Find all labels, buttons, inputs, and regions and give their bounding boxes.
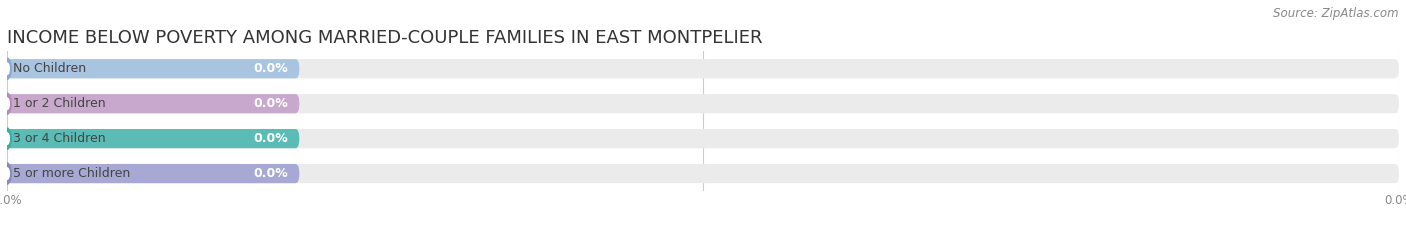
Text: 1 or 2 Children: 1 or 2 Children <box>13 97 105 110</box>
Circle shape <box>3 58 11 79</box>
Text: 0.0%: 0.0% <box>253 62 288 75</box>
Circle shape <box>4 168 10 179</box>
Text: 5 or more Children: 5 or more Children <box>13 167 129 180</box>
Text: 3 or 4 Children: 3 or 4 Children <box>13 132 105 145</box>
Text: No Children: No Children <box>13 62 86 75</box>
FancyBboxPatch shape <box>7 129 299 148</box>
Text: 0.0%: 0.0% <box>253 97 288 110</box>
FancyBboxPatch shape <box>7 164 299 183</box>
Circle shape <box>4 133 10 144</box>
FancyBboxPatch shape <box>7 94 1399 113</box>
Circle shape <box>4 98 10 110</box>
FancyBboxPatch shape <box>7 94 299 113</box>
FancyBboxPatch shape <box>7 59 299 78</box>
FancyBboxPatch shape <box>7 59 1399 78</box>
Text: INCOME BELOW POVERTY AMONG MARRIED-COUPLE FAMILIES IN EAST MONTPELIER: INCOME BELOW POVERTY AMONG MARRIED-COUPL… <box>7 29 762 47</box>
Text: Source: ZipAtlas.com: Source: ZipAtlas.com <box>1274 7 1399 20</box>
Circle shape <box>3 128 11 149</box>
FancyBboxPatch shape <box>7 164 1399 183</box>
Text: 0.0%: 0.0% <box>253 132 288 145</box>
FancyBboxPatch shape <box>7 129 1399 148</box>
Text: 0.0%: 0.0% <box>253 167 288 180</box>
Circle shape <box>3 163 11 184</box>
Circle shape <box>4 63 10 75</box>
Circle shape <box>3 93 11 114</box>
